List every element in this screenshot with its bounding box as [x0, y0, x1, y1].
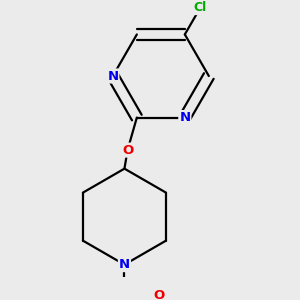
Text: O: O — [153, 289, 164, 300]
Text: N: N — [179, 111, 191, 124]
Text: N: N — [119, 258, 130, 271]
Text: Cl: Cl — [194, 1, 207, 14]
Text: N: N — [107, 70, 118, 83]
Text: O: O — [122, 144, 133, 157]
